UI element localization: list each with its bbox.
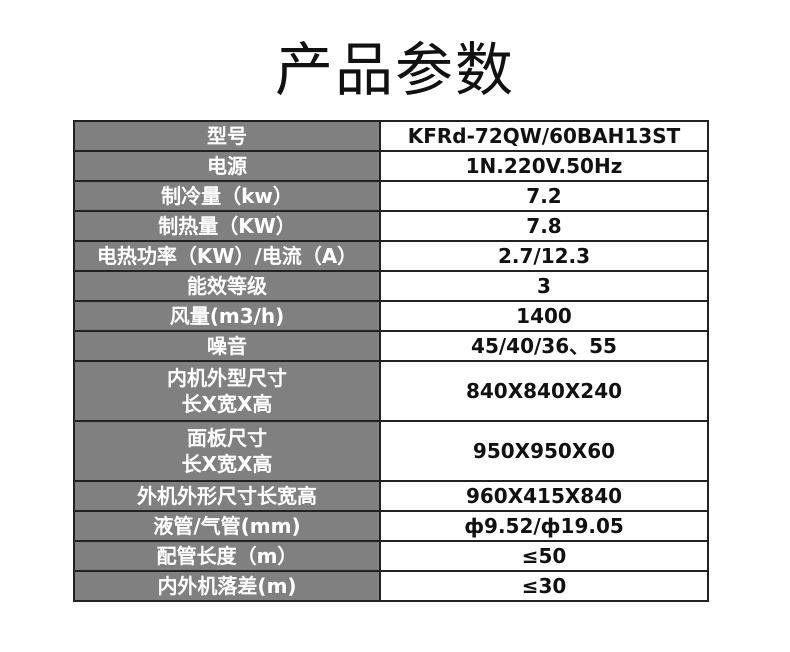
- table-row: 液管/气管(mm) ф9.52/ф19.05: [73, 510, 709, 542]
- spec-label: 能效等级: [73, 270, 381, 302]
- spec-label: 制冷量（kw）: [73, 180, 381, 212]
- table-row: 配管长度（m） ≤50: [73, 540, 709, 572]
- spec-table: 型号 KFRd-72QW/60BAH13ST 电源 1N.220V.50Hz 制冷量（k…: [73, 120, 709, 602]
- table-row: 外机外形尺寸长宽高 960X415X840: [73, 480, 709, 512]
- spec-value: 950X950X60: [379, 420, 709, 482]
- spec-label-line: 噪音: [207, 334, 247, 358]
- spec-label: 内外机落差(m): [73, 570, 381, 602]
- table-row: 风量(m3/h) 1400: [73, 300, 709, 332]
- spec-label-line: 制冷量（kw）: [161, 184, 293, 208]
- table-row: 噪音 45/40/36、55: [73, 330, 709, 362]
- table-row: 电热功率（KW）/电流（A） 2.7/12.3: [73, 240, 709, 272]
- spec-label: 制热量（KW）: [73, 210, 381, 242]
- spec-label-line: 长X宽X高: [181, 392, 273, 416]
- spec-value: 7.2: [379, 180, 709, 212]
- spec-value: ф9.52/ф19.05: [379, 510, 709, 542]
- spec-value: 2.7/12.3: [379, 240, 709, 272]
- spec-value: ≤30: [379, 570, 709, 602]
- spec-label: 噪音: [73, 330, 381, 362]
- table-row: 型号 KFRd-72QW/60BAH13ST: [73, 120, 709, 152]
- spec-value: 1400: [379, 300, 709, 332]
- spec-value: 1N.220V.50Hz: [379, 150, 709, 182]
- spec-label-line: 内外机落差(m): [157, 574, 297, 598]
- spec-label-line: 能效等级: [187, 274, 267, 298]
- spec-label: 面板尺寸 长X宽X高: [73, 420, 381, 482]
- spec-label-line: 配管长度（m）: [156, 544, 298, 568]
- spec-value: KFRd-72QW/60BAH13ST: [379, 120, 709, 152]
- spec-label-line: 外机外形尺寸长宽高: [137, 484, 317, 508]
- spec-label-line: 风量(m3/h): [169, 304, 285, 328]
- spec-label-line: 长X宽X高: [181, 452, 273, 476]
- spec-value: 960X415X840: [379, 480, 709, 512]
- table-row: 内外机落差(m) ≤30: [73, 570, 709, 602]
- spec-label: 型号: [73, 120, 381, 152]
- table-row: 能效等级 3: [73, 270, 709, 302]
- spec-label: 配管长度（m）: [73, 540, 381, 572]
- spec-label-line: 液管/气管(mm): [153, 514, 301, 538]
- spec-label: 外机外形尺寸长宽高: [73, 480, 381, 512]
- spec-label-line: 电源: [207, 154, 247, 178]
- spec-value: 7.8: [379, 210, 709, 242]
- table-row: 面板尺寸 长X宽X高 950X950X60: [73, 420, 709, 482]
- spec-value: 45/40/36、55: [379, 330, 709, 362]
- spec-label: 液管/气管(mm): [73, 510, 381, 542]
- table-row: 电源 1N.220V.50Hz: [73, 150, 709, 182]
- spec-label-line: 型号: [207, 124, 247, 148]
- spec-label: 内机外型尺寸 长X宽X高: [73, 360, 381, 422]
- spec-label-line: 面板尺寸: [187, 426, 267, 450]
- page-title: 产品参数: [274, 36, 515, 104]
- spec-label-line: 内机外型尺寸: [167, 366, 287, 390]
- spec-value: ≤50: [379, 540, 709, 572]
- spec-label-line: 制热量（KW）: [158, 214, 296, 238]
- spec-label: 电热功率（KW）/电流（A）: [73, 240, 381, 272]
- table-row: 制热量（KW） 7.8: [73, 210, 709, 242]
- table-row: 制冷量（kw） 7.2: [73, 180, 709, 212]
- table-row: 内机外型尺寸 长X宽X高 840X840X240: [73, 360, 709, 422]
- spec-label: 电源: [73, 150, 381, 182]
- spec-label-line: 电热功率（KW）/电流（A）: [96, 244, 358, 268]
- spec-value: 840X840X240: [379, 360, 709, 422]
- spec-label: 风量(m3/h): [73, 300, 381, 332]
- spec-value: 3: [379, 270, 709, 302]
